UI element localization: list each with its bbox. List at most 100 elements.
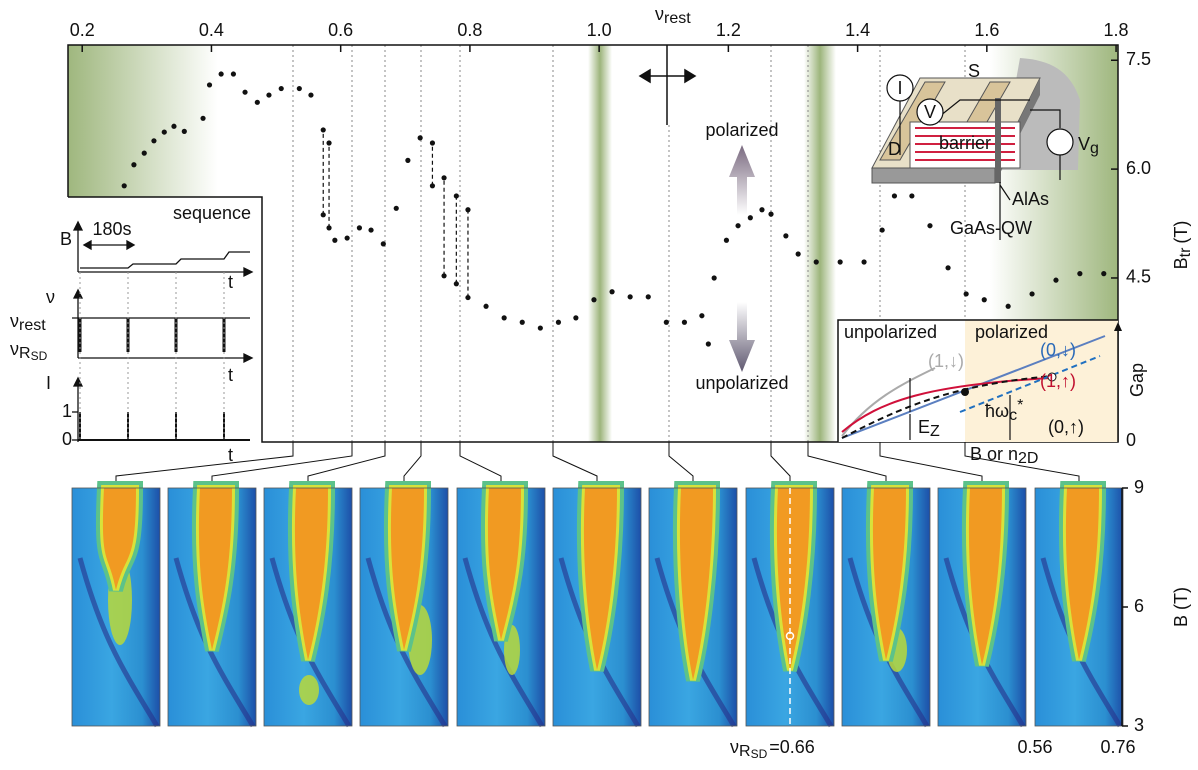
color-range-label: 0.76 <box>1100 737 1135 757</box>
point <box>242 90 247 95</box>
point <box>255 100 260 105</box>
point <box>394 206 399 211</box>
point <box>171 124 176 129</box>
point <box>357 225 362 230</box>
level-label: (1,↓) <box>928 351 964 371</box>
point <box>345 235 350 240</box>
crossing <box>961 388 969 396</box>
point <box>142 151 147 156</box>
point <box>182 129 187 134</box>
axis-label: Gap <box>1127 363 1147 397</box>
x-tick-label: 1.8 <box>1104 20 1129 40</box>
label-part: ν <box>655 4 664 24</box>
y-tick-label: 7.5 <box>1126 49 1151 69</box>
background-shade <box>68 45 218 197</box>
label-part: c <box>1009 407 1017 424</box>
point <box>162 129 167 134</box>
map-tick-label: 6 <box>1134 596 1144 616</box>
point <box>266 92 271 97</box>
point <box>405 158 410 163</box>
axis-label: I <box>46 373 51 393</box>
point <box>465 207 470 212</box>
i-tick-label: 1 <box>62 401 72 421</box>
front-face <box>872 168 995 183</box>
point <box>332 238 337 243</box>
point <box>441 273 446 278</box>
label-part: B <box>1171 257 1191 269</box>
inset-title: sequence <box>173 203 251 223</box>
arrow-down <box>729 302 755 372</box>
point <box>219 71 224 76</box>
point <box>706 341 711 346</box>
point <box>1029 291 1034 296</box>
x-tick-label: 1.4 <box>845 20 870 40</box>
arrow-up <box>729 145 755 215</box>
point <box>768 212 773 217</box>
x-tick-label: 0.4 <box>199 20 224 40</box>
label-part: rest <box>664 10 691 27</box>
region-label: polarized <box>975 322 1048 342</box>
x-tick-label: 0.6 <box>328 20 353 40</box>
device-label: S <box>968 61 980 81</box>
axis-label: t <box>228 445 233 465</box>
device-label: I <box>897 78 902 98</box>
point <box>735 223 740 228</box>
point <box>122 183 127 188</box>
map-tick-label: 3 <box>1134 715 1144 735</box>
color-range-label: 0.56 <box>1017 737 1052 757</box>
label-part: R <box>739 743 751 760</box>
label-part: E <box>918 417 930 437</box>
x-tick-label: 1.6 <box>974 20 999 40</box>
label-part: g <box>1090 140 1099 157</box>
point <box>759 207 764 212</box>
point <box>131 162 136 167</box>
point <box>430 183 435 188</box>
label-part: ν <box>730 737 739 757</box>
point <box>326 140 331 145</box>
i-tick-label: 0 <box>62 429 72 449</box>
point <box>297 86 302 91</box>
device-label: AlAs <box>1012 189 1049 209</box>
point <box>964 291 969 296</box>
point <box>880 227 885 232</box>
region-label: unpolarized <box>844 322 937 342</box>
point <box>381 241 386 246</box>
label-part: SD <box>31 349 48 363</box>
axis-label: t <box>228 272 233 292</box>
label-part: ν <box>10 311 19 331</box>
map-blob <box>299 675 319 705</box>
device-label: V <box>924 102 936 122</box>
point <box>430 140 435 145</box>
map-label: νRSD=0.66 <box>730 737 815 761</box>
x-tick-label: 1.2 <box>716 20 741 40</box>
point <box>814 259 819 264</box>
layer <box>995 98 1001 183</box>
figure: polarized unpolarized sequence 180s B ν <box>0 0 1198 770</box>
point <box>982 297 987 302</box>
band <box>588 45 612 442</box>
point <box>573 315 578 320</box>
point <box>796 251 801 256</box>
device-label: barrier <box>939 133 991 153</box>
axis-label: B <box>60 229 72 249</box>
point <box>418 135 423 140</box>
label-part: * <box>1017 397 1023 414</box>
y-tick-label: 6.0 <box>1126 158 1151 178</box>
label-part: 2D <box>1018 450 1038 467</box>
level-label: (1,↑) <box>1040 371 1076 391</box>
map-row: 9630.560.76 <box>72 442 1144 757</box>
annotation: unpolarized <box>695 373 788 393</box>
point <box>520 320 525 325</box>
shift-arrow <box>640 45 695 125</box>
y-tick-label: 4.5 <box>1126 267 1151 287</box>
point <box>321 212 326 217</box>
label-part: (T) <box>1171 221 1191 244</box>
axis-tick-label: 0 <box>1126 430 1136 450</box>
point <box>609 289 614 294</box>
axis-label: ν <box>46 287 55 307</box>
label-part: SD <box>751 747 768 761</box>
point <box>783 233 788 238</box>
label-part: ν <box>10 339 19 359</box>
map-axis-label: B (T) <box>1171 587 1191 627</box>
point <box>321 127 326 132</box>
